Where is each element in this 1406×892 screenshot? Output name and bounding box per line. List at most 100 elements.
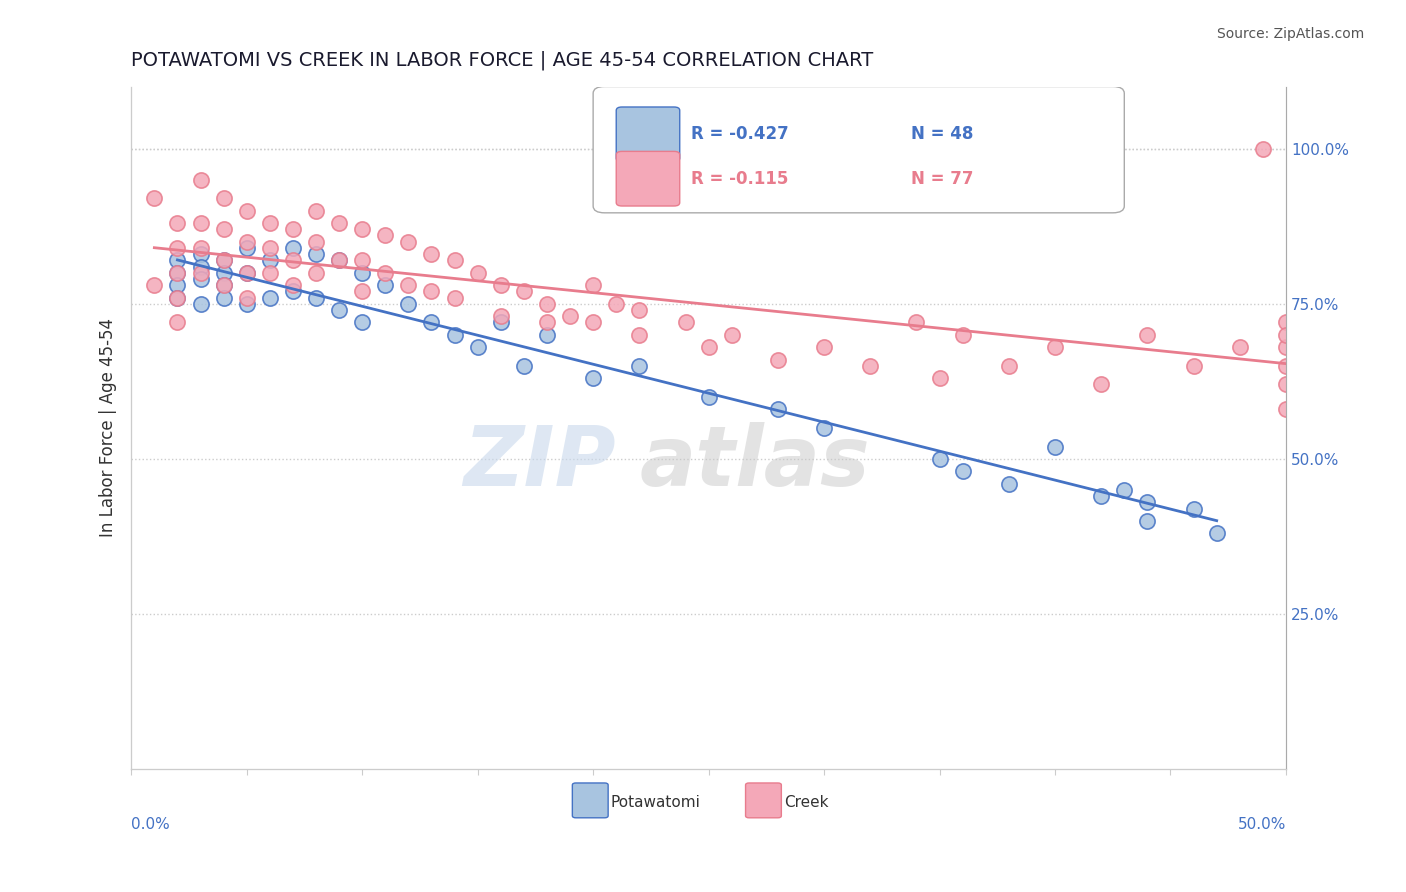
Point [374,228,396,243]
Point [1320,390,1343,404]
Point [235,235,257,249]
Point [166,253,188,268]
Point [697,340,720,354]
Point [143,191,166,205]
Point [190,216,212,230]
FancyBboxPatch shape [616,107,679,161]
FancyBboxPatch shape [616,152,679,206]
Point [952,327,974,342]
Text: 50.0%: 50.0% [1237,817,1286,832]
Text: Potawatomi: Potawatomi [610,795,700,810]
Point [628,327,651,342]
Point [628,303,651,318]
Y-axis label: In Labor Force | Age 45-54: In Labor Force | Age 45-54 [100,318,117,537]
FancyBboxPatch shape [593,87,1125,213]
Text: N = 77: N = 77 [911,169,973,187]
Point [305,266,328,280]
Point [467,266,489,280]
Point [420,285,443,299]
Point [166,291,188,305]
Point [513,359,536,373]
Point [905,315,928,329]
Point [281,253,304,268]
Point [166,315,188,329]
Point [1251,142,1274,156]
Point [1205,526,1227,541]
Point [352,222,374,236]
Point [420,315,443,329]
Point [374,278,396,293]
Text: Creek: Creek [783,795,828,810]
Point [1275,402,1298,417]
Point [259,291,281,305]
Text: POTAWATOMI VS CREEK IN LABOR FORCE | AGE 45-54 CORRELATION CHART: POTAWATOMI VS CREEK IN LABOR FORCE | AGE… [131,51,873,70]
Point [352,253,374,268]
Point [212,291,235,305]
FancyBboxPatch shape [745,783,782,818]
Point [720,327,742,342]
Point [443,327,465,342]
Point [536,297,558,311]
Point [443,291,465,305]
Point [166,216,188,230]
Point [190,247,212,261]
Point [859,359,882,373]
Point [328,253,350,268]
Point [305,291,328,305]
Point [281,241,304,255]
Point [212,253,235,268]
Point [1275,340,1298,354]
Point [328,253,350,268]
Text: N = 48: N = 48 [911,125,973,144]
Point [190,272,212,286]
Point [952,464,974,478]
Point [928,452,950,467]
Point [190,260,212,274]
Point [1182,501,1205,516]
Point [212,253,235,268]
Point [259,253,281,268]
Point [328,303,350,318]
Point [1090,377,1112,392]
Point [212,191,235,205]
Point [1275,327,1298,342]
Point [166,291,188,305]
Point [235,203,257,218]
Point [212,278,235,293]
Point [675,315,697,329]
Point [1275,359,1298,373]
Point [1229,340,1251,354]
Point [235,291,257,305]
Point [420,247,443,261]
Point [396,297,419,311]
Text: R = -0.427: R = -0.427 [692,125,789,144]
Point [1090,489,1112,503]
Point [281,278,304,293]
Point [190,241,212,255]
Point [1114,483,1136,497]
Point [281,285,304,299]
Point [305,203,328,218]
Point [998,476,1021,491]
Point [1136,495,1159,509]
Point [166,266,188,280]
Point [1043,340,1066,354]
Point [513,285,536,299]
Text: R = -0.115: R = -0.115 [692,169,789,187]
Point [374,266,396,280]
Point [212,222,235,236]
Point [235,297,257,311]
Point [536,327,558,342]
Point [305,247,328,261]
Point [1391,340,1406,354]
Text: ZIP: ZIP [464,422,616,502]
Point [582,371,605,385]
Point [467,340,489,354]
Point [259,216,281,230]
Point [558,309,581,323]
Point [166,266,188,280]
Point [1136,327,1159,342]
Point [582,315,605,329]
Point [235,266,257,280]
Point [352,266,374,280]
